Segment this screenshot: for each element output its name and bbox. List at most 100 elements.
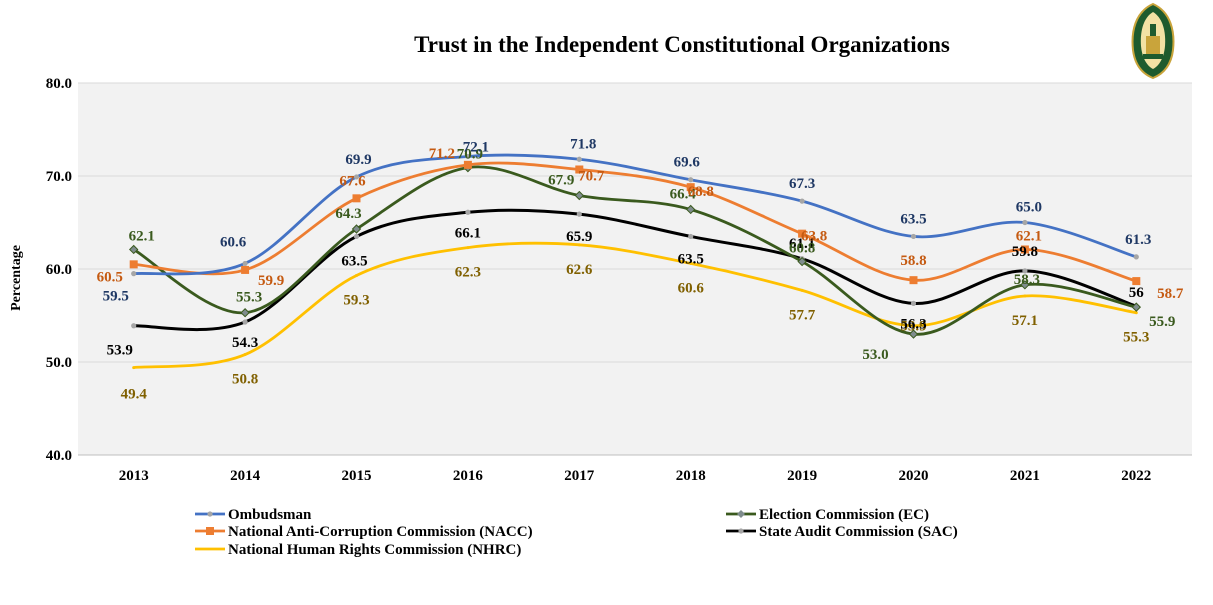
series-lines (132, 153, 1137, 369)
y-axis-label: Percentage (9, 245, 24, 311)
series-line (133, 153, 1137, 276)
legend-marker (737, 510, 745, 518)
data-point (910, 233, 917, 240)
legend-item: National Human Rights Commission (NHRC) (195, 542, 521, 558)
data-label: 53.9 (900, 319, 926, 335)
legend-label: Ombudsman (228, 507, 312, 523)
y-tick-label: 70.0 (46, 169, 72, 185)
data-label: 55.3 (1123, 330, 1149, 346)
data-label: 63.8 (801, 229, 827, 245)
data-point (686, 183, 695, 192)
x-tick-label: 2021 (1010, 468, 1040, 484)
series-line (132, 165, 1137, 336)
data-point (909, 276, 918, 285)
data-point (685, 204, 696, 215)
data-label: 58.7 (1157, 286, 1184, 302)
data-point (1023, 294, 1027, 298)
data-label: 50.8 (232, 372, 258, 388)
data-label: 56 (1129, 285, 1145, 301)
x-tick-label: 2018 (676, 468, 706, 484)
data-point (352, 194, 361, 203)
x-tick-label: 2019 (787, 468, 817, 484)
legend-marker (738, 528, 744, 534)
data-point (576, 156, 582, 162)
data-point (912, 324, 915, 328)
data-label: 62.3 (455, 265, 481, 281)
x-axis-ticks: 2013 2014 2015 2016 2017 2018 2019 2020 2021 2022 (119, 468, 1152, 484)
data-label: 70.7 (578, 168, 605, 184)
data-label: 60.6 (678, 280, 705, 296)
data-point (800, 288, 804, 292)
data-label: 54.3 (232, 335, 258, 351)
data-label: 60.8 (789, 241, 815, 257)
data-point (1022, 268, 1028, 274)
data-label: 70.9 (457, 147, 483, 163)
legend-item: Election Commission (EC) (726, 507, 929, 523)
legend-item: State Audit Commission (SAC) (726, 524, 958, 540)
data-label: 53.9 (107, 343, 133, 359)
legend-label: State Audit Commission (SAC) (759, 524, 958, 540)
plot-area: 40.050.060.070.080.0 2013 2014 2015 2016 201… (46, 76, 1192, 484)
data-label: 63.5 (678, 251, 704, 267)
y-tick-label: 50.0 (46, 355, 72, 371)
data-point (242, 319, 248, 325)
y-tick-label: 80.0 (46, 76, 72, 92)
x-tick-label: 2015 (342, 468, 372, 484)
data-point (799, 198, 805, 204)
data-label: 60.6 (220, 234, 247, 250)
data-label: 68.8 (688, 184, 714, 200)
data-label: 66.4 (670, 186, 697, 202)
y-tick-label: 40.0 (46, 448, 72, 464)
data-point (910, 300, 917, 307)
data-point (132, 366, 136, 370)
data-point (353, 174, 360, 180)
data-point (574, 190, 585, 201)
data-label: 63.5 (900, 211, 926, 227)
data-point (465, 209, 471, 215)
data-label: 59.5 (103, 289, 129, 305)
data-point (131, 323, 137, 329)
data-label: 66.1 (455, 225, 481, 241)
data-point (688, 177, 694, 183)
data-point (689, 261, 693, 265)
data-label: 65.0 (1016, 200, 1042, 216)
legend-label: National Human Rights Commission (NHRC) (228, 542, 521, 558)
data-point (1022, 219, 1028, 226)
data-label: 57.7 (789, 307, 816, 323)
data-point (129, 260, 138, 269)
data-point (355, 274, 358, 278)
emblem-logo (1131, 2, 1175, 80)
data-label: 63.5 (341, 253, 367, 269)
x-tick-label: 2013 (119, 468, 149, 484)
data-label: 61.3 (1125, 232, 1151, 248)
data-label: 65.9 (566, 229, 592, 245)
legend: Ombudsman Election Commission (EC) Nationa… (195, 507, 958, 558)
data-label: 56.3 (900, 316, 926, 332)
data-point (908, 329, 919, 339)
data-label: 49.4 (121, 387, 148, 403)
series-line (133, 208, 1137, 332)
data-point (465, 153, 471, 160)
x-tick-label: 2014 (230, 468, 261, 484)
legend-item: Ombudsman (195, 507, 312, 523)
data-label: 53.0 (862, 347, 888, 363)
data-point (688, 233, 694, 240)
data-label: 61.1 (789, 236, 815, 252)
legend-label: National Anti-Corruption Commission (NAC… (228, 524, 533, 540)
data-point (463, 160, 472, 169)
data-label: 57.1 (1012, 313, 1038, 329)
data-point (576, 211, 582, 217)
data-point (131, 271, 137, 277)
data-point (353, 233, 360, 240)
data-label: 67.3 (789, 176, 815, 192)
y-tick-label: 60.0 (46, 262, 72, 278)
data-label: 55.3 (236, 290, 262, 306)
data-point (1020, 280, 1030, 290)
data-label: 72.1 (463, 139, 489, 155)
data-label: 69.6 (674, 155, 701, 171)
x-tick-label: 2020 (899, 468, 929, 484)
data-label: 67.9 (548, 173, 574, 189)
data-point (575, 165, 584, 174)
data-label: 71.8 (570, 136, 596, 152)
